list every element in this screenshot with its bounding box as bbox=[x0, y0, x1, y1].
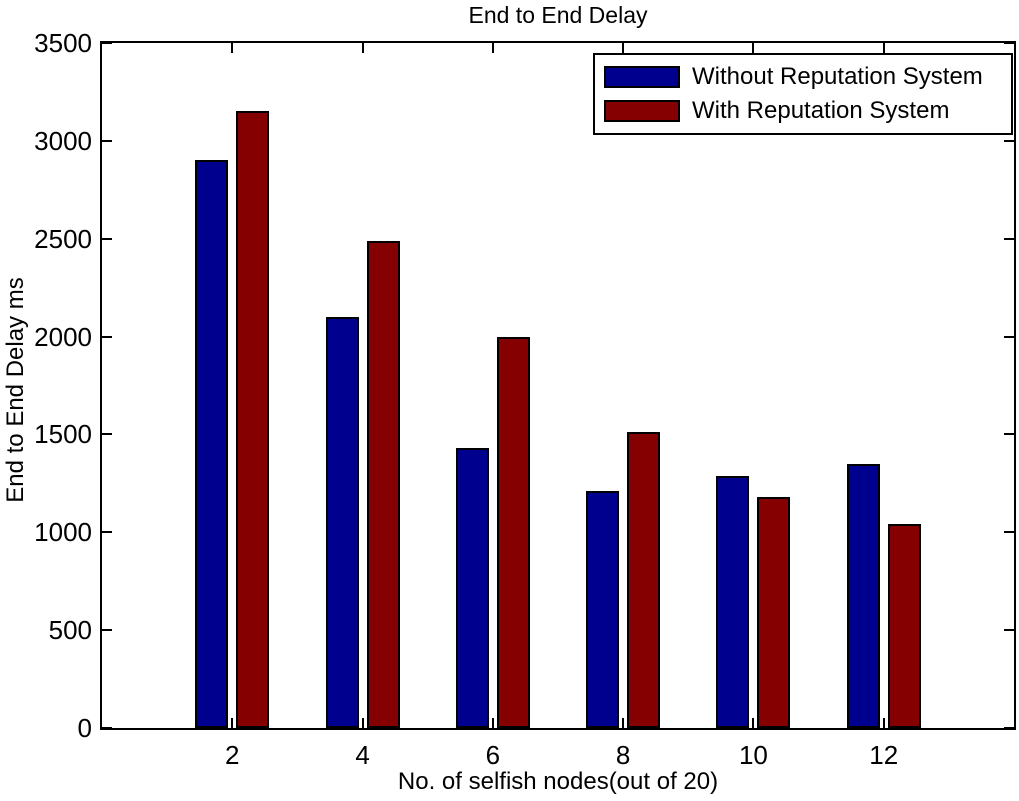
y-tick-right bbox=[1004, 531, 1014, 534]
bar-without-reputation-x2 bbox=[195, 160, 229, 728]
x-tick-top bbox=[231, 43, 234, 53]
y-tick-label-2000: 2000 bbox=[34, 321, 92, 352]
bar-with-reputation-x6 bbox=[496, 337, 530, 728]
chart-title: End to End Delay bbox=[468, 2, 648, 28]
y-tick-label-500: 500 bbox=[48, 615, 92, 646]
bar-with-reputation-x2 bbox=[236, 111, 270, 728]
y-tick-right bbox=[1004, 237, 1014, 240]
y-tick-right bbox=[1004, 433, 1014, 436]
x-tick-bottom bbox=[361, 718, 364, 728]
x-tick-top bbox=[882, 43, 885, 53]
bar-with-reputation-x12 bbox=[887, 524, 921, 728]
legend-row-with-reputation: With Reputation System bbox=[604, 99, 1011, 123]
x-tick-bottom bbox=[882, 718, 885, 728]
y-tick-left bbox=[102, 42, 112, 44]
legend: Without Reputation System With Reputatio… bbox=[593, 53, 1013, 135]
x-tick-bottom bbox=[752, 718, 755, 728]
plot-area bbox=[100, 41, 1016, 730]
y-tick-label-3000: 3000 bbox=[34, 125, 92, 156]
y-tick-left bbox=[102, 727, 112, 729]
x-tick-bottom bbox=[622, 718, 625, 728]
x-tick-label-2: 2 bbox=[225, 740, 240, 770]
legend-swatch-without-reputation bbox=[604, 66, 680, 88]
x-tick-label-4: 4 bbox=[355, 740, 370, 770]
y-tick-left bbox=[102, 335, 112, 338]
legend-label-without-reputation: Without Reputation System bbox=[692, 63, 983, 90]
y-axis-label: End to End Delay ms bbox=[2, 277, 29, 503]
x-tick-bottom bbox=[491, 718, 494, 728]
bar-with-reputation-x4 bbox=[366, 241, 400, 728]
y-tick-left bbox=[102, 531, 112, 534]
y-tick-left bbox=[102, 433, 112, 436]
x-tick-label-8: 8 bbox=[615, 740, 631, 770]
bar-without-reputation-x10 bbox=[716, 476, 750, 728]
x-axis-label: No. of selfish nodes(out of 20) bbox=[397, 768, 719, 795]
x-tick-top bbox=[752, 43, 755, 53]
y-tick-label-1500: 1500 bbox=[34, 419, 92, 450]
y-tick-right bbox=[1004, 629, 1014, 632]
y-tick-right bbox=[1004, 335, 1014, 338]
bar-without-reputation-x12 bbox=[846, 464, 880, 728]
x-tick-label-10: 10 bbox=[738, 740, 768, 770]
x-tick-top bbox=[491, 43, 494, 53]
y-tick-left bbox=[102, 139, 112, 142]
y-tick-label-0: 0 bbox=[77, 713, 92, 743]
y-tick-label-3500: 3500 bbox=[34, 28, 92, 58]
bar-with-reputation-x8 bbox=[627, 432, 661, 728]
x-tick-bottom bbox=[231, 718, 234, 728]
y-tick-right bbox=[1004, 139, 1014, 142]
bar-with-reputation-x10 bbox=[757, 497, 791, 728]
x-tick-top bbox=[622, 43, 625, 53]
legend-label-with-reputation: With Reputation System bbox=[692, 97, 950, 124]
y-tick-label-1000: 1000 bbox=[34, 517, 92, 548]
legend-row-without-reputation: Without Reputation System bbox=[604, 65, 1011, 89]
x-tick-label-6: 6 bbox=[485, 740, 501, 770]
x-tick-top bbox=[361, 43, 364, 53]
y-tick-left bbox=[102, 629, 112, 632]
bar-without-reputation-x4 bbox=[325, 317, 359, 728]
x-tick-label-12: 12 bbox=[869, 740, 899, 770]
bar-without-reputation-x8 bbox=[586, 491, 620, 728]
legend-swatch-with-reputation bbox=[604, 100, 680, 122]
y-tick-left bbox=[102, 237, 112, 240]
bar-without-reputation-x6 bbox=[455, 448, 489, 728]
y-tick-right bbox=[1004, 727, 1014, 729]
y-tick-right bbox=[1004, 42, 1014, 44]
y-tick-label-2500: 2500 bbox=[34, 223, 92, 254]
